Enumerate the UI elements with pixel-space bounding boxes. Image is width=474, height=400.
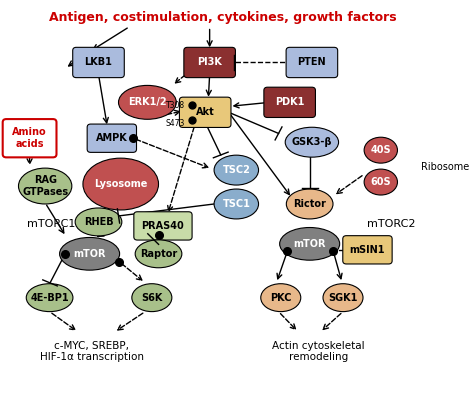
FancyBboxPatch shape [73, 47, 124, 78]
Text: GSK3-β: GSK3-β [292, 137, 332, 147]
Text: mSIN1: mSIN1 [350, 245, 385, 255]
Text: Rictor: Rictor [293, 199, 326, 209]
FancyBboxPatch shape [3, 119, 56, 157]
Text: mTOR: mTOR [293, 239, 326, 249]
Text: AMPK: AMPK [96, 133, 128, 143]
Text: mTORC2: mTORC2 [367, 219, 416, 229]
Ellipse shape [280, 228, 340, 260]
Text: Ribosome: Ribosome [421, 162, 469, 172]
Text: TSC2: TSC2 [222, 165, 250, 175]
Text: Lysosome: Lysosome [94, 179, 147, 189]
Text: PKC: PKC [270, 293, 292, 303]
Text: Amino
acids: Amino acids [12, 128, 47, 149]
Ellipse shape [132, 284, 172, 312]
Ellipse shape [261, 284, 301, 312]
Text: Actin cytoskeletal
remodeling: Actin cytoskeletal remodeling [272, 341, 365, 362]
Text: RHEB: RHEB [84, 217, 113, 227]
Ellipse shape [214, 155, 258, 185]
Ellipse shape [285, 127, 338, 157]
Text: Akt: Akt [196, 107, 215, 117]
Text: S473: S473 [166, 119, 185, 128]
Text: 40S: 40S [371, 145, 391, 155]
Text: S6K: S6K [141, 293, 163, 303]
Ellipse shape [214, 189, 258, 219]
Ellipse shape [323, 284, 363, 312]
Ellipse shape [286, 189, 333, 219]
Ellipse shape [26, 284, 73, 312]
Ellipse shape [364, 137, 398, 163]
Text: PRAS40: PRAS40 [142, 221, 184, 231]
Text: c-MYC, SREBP,
HIF-1α transcription: c-MYC, SREBP, HIF-1α transcription [40, 341, 144, 362]
Text: TSC1: TSC1 [222, 199, 250, 209]
Text: PI3K: PI3K [197, 58, 222, 68]
FancyBboxPatch shape [343, 236, 392, 264]
Ellipse shape [135, 240, 182, 268]
FancyBboxPatch shape [134, 212, 192, 240]
Ellipse shape [118, 85, 176, 119]
Text: ERK1/2: ERK1/2 [128, 97, 167, 107]
Text: 60S: 60S [371, 177, 391, 187]
FancyBboxPatch shape [87, 124, 137, 152]
Text: mTOR: mTOR [73, 249, 106, 259]
Text: SGK1: SGK1 [328, 293, 358, 303]
Ellipse shape [18, 168, 72, 204]
Ellipse shape [75, 208, 122, 236]
FancyBboxPatch shape [184, 47, 236, 78]
Text: Raptor: Raptor [140, 249, 177, 259]
Ellipse shape [60, 238, 119, 270]
Ellipse shape [364, 169, 398, 195]
Text: 4E-BP1: 4E-BP1 [30, 293, 69, 303]
Text: PDK1: PDK1 [275, 97, 304, 107]
FancyBboxPatch shape [264, 87, 315, 118]
Text: Antigen, costimulation, cytokines, growth factors: Antigen, costimulation, cytokines, growt… [49, 11, 397, 24]
FancyBboxPatch shape [180, 97, 231, 128]
Text: T308: T308 [166, 101, 185, 110]
Ellipse shape [83, 158, 158, 210]
Text: mTORC1: mTORC1 [27, 219, 76, 229]
Text: PTEN: PTEN [298, 58, 326, 68]
FancyBboxPatch shape [286, 47, 337, 78]
Text: RAG
GTPases: RAG GTPases [22, 175, 68, 197]
Text: LKB1: LKB1 [84, 58, 112, 68]
